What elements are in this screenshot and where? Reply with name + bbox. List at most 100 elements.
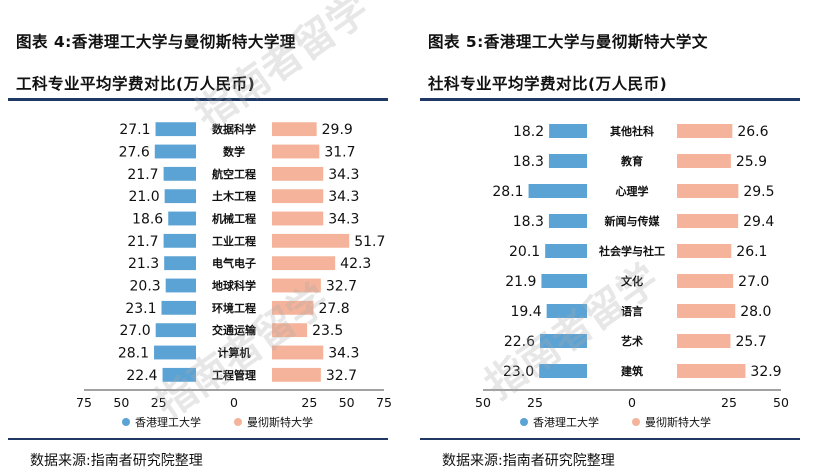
data-label-left: 27.1 xyxy=(119,122,150,138)
category-label: 工业工程 xyxy=(212,234,256,248)
x-tick-label: 0 xyxy=(628,395,636,410)
x-tick-label: 25 xyxy=(721,395,737,410)
data-label-left: 23.0 xyxy=(503,364,534,380)
category-label: 工程管理 xyxy=(212,368,256,382)
data-label-right: 32.9 xyxy=(750,364,781,380)
bar-right xyxy=(272,189,324,204)
category-label: 建筑 xyxy=(621,364,643,378)
bar-right xyxy=(677,364,746,378)
data-label-left: 22.4 xyxy=(126,368,157,384)
data-label-right: 26.1 xyxy=(736,244,767,260)
category-label: 艺术 xyxy=(621,334,643,348)
bar-left xyxy=(539,364,587,378)
category-label: 教育 xyxy=(620,154,643,168)
bar-left xyxy=(546,304,587,318)
data-label-left: 23.1 xyxy=(125,301,156,317)
bar-right xyxy=(677,244,732,258)
bar-left xyxy=(163,233,196,248)
data-label-right: 29.5 xyxy=(743,184,774,200)
bar-right xyxy=(272,323,308,338)
x-tick-label: 50 xyxy=(339,395,355,410)
bottom-rule xyxy=(420,438,800,440)
bar-right xyxy=(272,122,317,137)
bar-left xyxy=(155,323,196,338)
x-tick-label: 25 xyxy=(301,395,317,410)
data-label-right: 42.3 xyxy=(340,256,371,272)
category-label: 新闻与传媒 xyxy=(605,214,661,228)
category-label: 交通运输 xyxy=(212,323,257,337)
data-label-right: 25.7 xyxy=(735,334,766,350)
bar-right xyxy=(677,184,739,198)
data-label-left: 21.0 xyxy=(128,189,159,205)
chart-title-line1: 图表 5:香港理工大学与曼彻斯特大学文 xyxy=(428,33,708,51)
data-label-left: 21.3 xyxy=(128,256,159,272)
bar-left xyxy=(545,244,587,258)
bar-left xyxy=(548,214,587,228)
title-rule xyxy=(420,98,800,101)
bar-right xyxy=(677,214,739,228)
bar-right xyxy=(272,144,320,159)
bar-left xyxy=(154,345,196,360)
bar-left xyxy=(549,124,587,138)
bar-left xyxy=(155,122,196,137)
x-tick-label: 25 xyxy=(151,395,167,410)
bar-right xyxy=(677,304,736,318)
bar-right xyxy=(272,300,314,315)
data-label-left: 21.7 xyxy=(127,167,158,183)
data-label-right: 26.6 xyxy=(737,124,768,140)
data-label-left: 28.1 xyxy=(118,346,149,362)
chart-title-line1: 图表 4:香港理工大学与曼彻斯特大学理 xyxy=(16,33,296,51)
bar-right xyxy=(272,166,324,181)
category-label: 文化 xyxy=(621,274,643,288)
data-label-left: 21.7 xyxy=(127,234,158,250)
title-rule xyxy=(8,98,388,101)
bar-right xyxy=(272,345,324,360)
data-label-right: 34.3 xyxy=(328,212,359,228)
bar-right xyxy=(272,256,336,271)
data-label-right: 32.7 xyxy=(326,368,357,384)
data-label-left: 27.0 xyxy=(120,323,151,339)
legend-label-left: 香港理工大学 xyxy=(533,415,599,429)
bar-left xyxy=(168,211,196,226)
data-label-left: 27.6 xyxy=(119,145,150,161)
bar-right xyxy=(272,278,321,293)
bar-left xyxy=(539,334,587,348)
category-label: 航空工程 xyxy=(212,167,256,181)
bar-right xyxy=(677,334,731,348)
category-label: 计算机 xyxy=(218,346,251,360)
bar-right xyxy=(272,233,350,248)
data-label-left: 18.3 xyxy=(513,214,544,230)
chart-title-line2: 工科专业平均学费对比(万人民币) xyxy=(16,75,256,93)
legend-label-left: 香港理工大学 xyxy=(135,415,201,429)
category-label: 数据科学 xyxy=(212,122,256,136)
bar-left xyxy=(154,144,196,159)
data-label-right: 29.4 xyxy=(743,214,774,230)
source-note: 数据来源:指南者研究院整理 xyxy=(442,453,615,469)
bar-left xyxy=(164,189,196,204)
x-tick-label: 75 xyxy=(76,395,92,410)
data-label-right: 25.9 xyxy=(736,154,767,170)
bottom-rule xyxy=(8,438,388,440)
legend-label-right: 曼彻斯特大学 xyxy=(645,415,711,429)
data-label-left: 19.4 xyxy=(510,304,541,320)
data-label-right: 32.7 xyxy=(326,279,357,295)
data-label-left: 21.9 xyxy=(505,274,536,290)
category-label: 语言 xyxy=(621,304,643,318)
category-label: 数学 xyxy=(223,145,245,159)
source-note: 数据来源:指南者研究院整理 xyxy=(30,453,203,469)
data-label-right: 28.0 xyxy=(740,304,771,320)
bar-left xyxy=(162,367,196,382)
data-label-right: 23.5 xyxy=(312,323,343,339)
legend-marker-right xyxy=(632,418,640,426)
bar-left xyxy=(528,184,587,198)
bar-left xyxy=(164,256,196,271)
legend-label-right: 曼彻斯特大学 xyxy=(247,415,313,429)
chart-title-line2: 社科专业平均学费对比(万人民币) xyxy=(428,75,668,93)
x-tick-label: 50 xyxy=(113,395,129,410)
data-label-right: 29.9 xyxy=(322,122,353,138)
data-label-left: 22.6 xyxy=(504,334,535,350)
data-label-right: 27.8 xyxy=(319,301,350,317)
bar-right xyxy=(272,211,324,226)
category-label: 心理学 xyxy=(616,184,649,198)
category-label: 机械工程 xyxy=(212,212,256,226)
